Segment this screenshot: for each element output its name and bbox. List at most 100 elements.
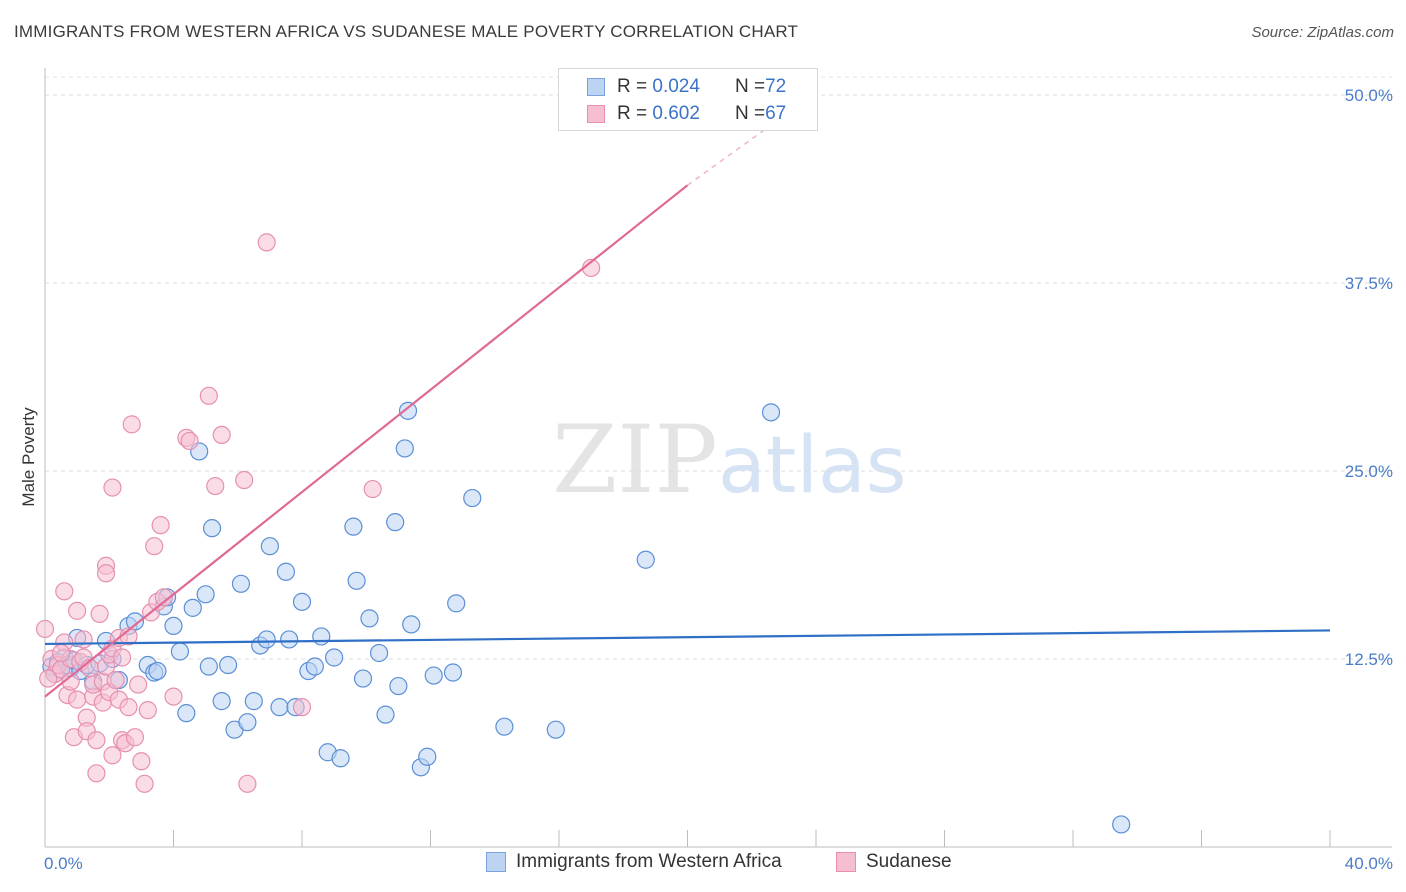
legend-n-value: 67	[765, 103, 787, 124]
legend-n-label: N =	[735, 103, 766, 124]
data-point-sudanese	[151, 516, 170, 535]
data-point-sudanese	[103, 746, 122, 765]
data-point-western-africa	[244, 692, 263, 711]
trend-lines	[44, 124, 1331, 698]
data-point-sudanese	[292, 698, 312, 717]
data-point-sudanese	[55, 582, 74, 601]
data-point-sudanese	[154, 588, 173, 607]
data-point-sudanese	[119, 698, 138, 717]
legend-swatch-blue	[587, 78, 605, 96]
data-point-sudanese	[235, 470, 254, 490]
data-point-western-africa	[418, 747, 437, 766]
data-point-sudanese	[206, 476, 225, 496]
data-point-sudanese	[238, 774, 257, 793]
data-point-western-africa	[219, 655, 238, 675]
data-point-western-africa	[370, 643, 389, 663]
data-point-sudanese	[257, 233, 276, 252]
data-point-western-africa	[125, 612, 145, 631]
y-tick-label: 50.0%	[1345, 86, 1393, 105]
bottom-legend-label: Immigrants from Western Africa	[516, 851, 782, 872]
data-point-western-africa	[546, 720, 565, 739]
legend-r-value: 0.024	[652, 76, 700, 97]
y-axis-label: Male Poverty	[19, 407, 38, 507]
data-point-western-africa	[270, 698, 289, 717]
data-point-sudanese	[51, 643, 71, 663]
data-point-western-africa	[257, 630, 276, 649]
legend-row-sudanese: R = 0.602 N = 67	[587, 102, 786, 126]
data-point-western-africa	[495, 717, 514, 736]
axes	[44, 68, 1392, 848]
data-point-western-africa	[347, 571, 366, 590]
data-point-western-africa	[212, 692, 231, 711]
y-tick-label: 12.5%	[1345, 650, 1393, 669]
zipatlas-watermark: ZIP atlas	[552, 406, 907, 515]
data-point-western-africa	[164, 616, 183, 636]
data-point-western-africa	[202, 519, 222, 538]
data-point-sudanese	[39, 669, 58, 688]
data-point-sudanese	[125, 728, 145, 747]
data-point-western-africa	[376, 705, 395, 724]
data-point-western-africa	[280, 630, 299, 649]
data-point-western-africa	[443, 663, 463, 682]
data-point-western-africa	[196, 585, 215, 604]
watermark-zip: ZIP	[552, 406, 718, 515]
data-point-western-africa	[424, 666, 443, 685]
data-point-sudanese	[199, 386, 218, 405]
data-point-sudanese	[145, 537, 164, 556]
data-point-sudanese	[129, 675, 148, 694]
bottom-legend-label: Sudanese	[866, 851, 952, 872]
y-tick-label: 25.0%	[1345, 462, 1393, 481]
chart-title: IMMIGRANTS FROM WESTERN AFRICA VS SUDANE…	[14, 22, 799, 41]
data-point-western-africa	[344, 517, 363, 536]
legend-n-value: 72	[765, 76, 787, 97]
data-point-western-africa	[312, 627, 331, 646]
bottom-legend-western-africa: Immigrants from Western Africa	[486, 851, 782, 873]
y-tick-labels: 12.5% 25.0% 37.5% 50.0%	[1345, 86, 1393, 669]
legend-r-value: 0.602	[652, 103, 700, 124]
watermark-atlas: atlas	[718, 421, 907, 511]
data-point-western-africa	[1112, 815, 1131, 834]
data-point-sudanese	[68, 601, 87, 620]
bottom-legend-sudanese: Sudanese	[836, 851, 952, 873]
y-tick-label: 37.5%	[1345, 274, 1393, 293]
trend-line-sudanese-extension	[687, 124, 772, 186]
data-point-sudanese	[103, 478, 122, 497]
data-point-sudanese	[96, 564, 116, 583]
trend-line-western-africa	[44, 629, 1331, 646]
data-point-western-africa	[238, 713, 257, 732]
data-point-western-africa	[331, 749, 350, 768]
data-point-sudanese	[164, 687, 183, 706]
data-point-western-africa	[386, 513, 405, 532]
data-point-western-africa	[402, 615, 421, 634]
data-point-sudanese	[87, 731, 106, 750]
data-point-western-africa	[148, 661, 167, 681]
bottom-legend-swatch-pink	[836, 852, 856, 872]
data-point-western-africa	[395, 439, 414, 458]
correlation-legend: R = 0.024 N = 72 R = 0.602 N = 67	[558, 68, 818, 131]
data-point-sudanese	[74, 630, 93, 649]
data-point-sudanese	[132, 752, 151, 771]
trend-line-sudanese	[44, 184, 689, 698]
legend-r-label: R =	[617, 103, 653, 124]
data-point-sudanese	[363, 479, 382, 499]
data-point-western-africa	[636, 550, 655, 569]
data-point-sudanese	[138, 701, 157, 720]
x-tick-labels: 0.0% 40.0%	[44, 854, 1393, 873]
legend-n-label: N =	[735, 76, 766, 97]
data-point-western-africa	[199, 657, 218, 676]
data-point-western-africa	[360, 609, 379, 628]
data-point-western-africa	[447, 594, 466, 613]
data-point-western-africa	[260, 537, 279, 556]
data-point-sudanese	[212, 425, 231, 445]
data-point-western-africa	[463, 488, 482, 508]
source-label: Source: ZipAtlas.com	[1251, 24, 1394, 41]
data-point-sudanese	[35, 619, 55, 639]
data-point-sudanese	[68, 690, 87, 709]
bottom-legend-swatch-blue	[486, 852, 506, 872]
data-point-western-africa	[325, 648, 344, 667]
data-point-western-africa	[398, 401, 418, 420]
series-sudanese-points	[35, 233, 601, 793]
data-point-sudanese	[90, 604, 109, 623]
legend-r-label: R =	[617, 76, 653, 97]
